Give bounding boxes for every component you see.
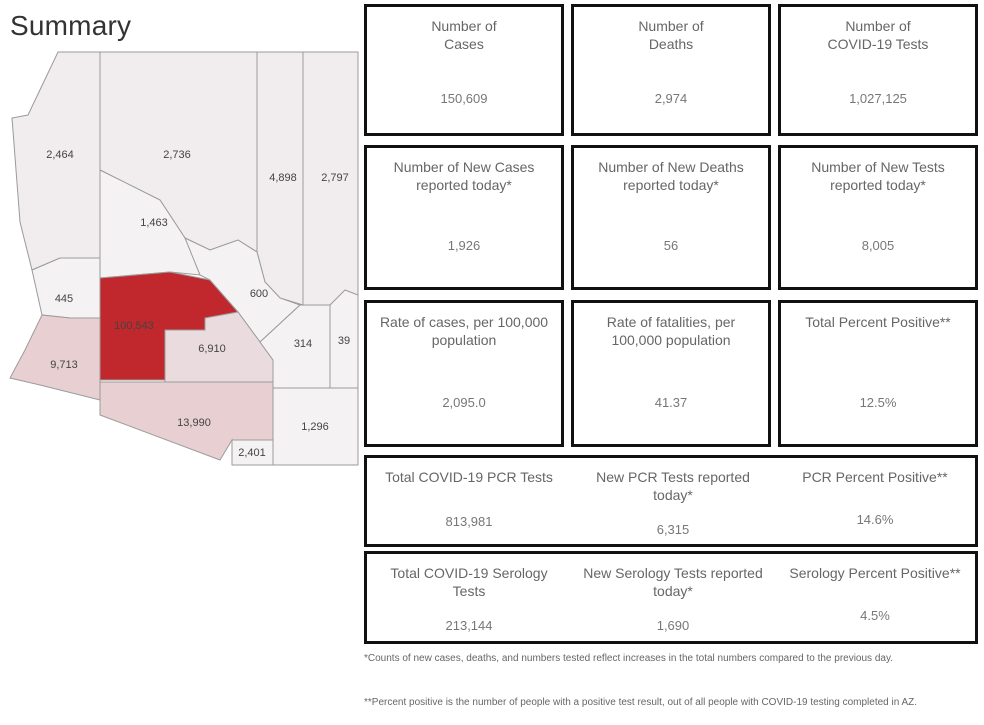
serology-card[interactable]: Total COVID-19 Serology Tests 213,144 Ne… — [364, 551, 978, 644]
new-tests-label: Number of New Tests reported today* — [811, 159, 945, 193]
county-gila[interactable] — [184, 236, 301, 343]
county-label-gila: 600 — [250, 288, 268, 300]
county-label-la-paz: 445 — [55, 293, 73, 305]
fatality-rate-card[interactable]: Rate of fatalities, per 100,000 populati… — [571, 300, 771, 447]
percent-positive-value: 12.5% — [859, 395, 897, 410]
new-cases-label: Number of New Cases reported today* — [393, 159, 535, 193]
pcr-new-label: New PCR Tests reported today* — [596, 469, 750, 503]
pcr-total-col: Total COVID-19 PCR Tests 813,981 — [367, 458, 571, 544]
fatality-rate-value: 41.37 — [654, 395, 688, 410]
case-rate-card[interactable]: Rate of cases, per 100,000 population 2,… — [364, 300, 564, 447]
county-la-paz[interactable] — [31, 257, 101, 319]
serology-percent-label: Serology Percent Positive** — [789, 565, 961, 581]
serology-percent-col: Serology Percent Positive** 4.5% — [775, 554, 975, 641]
percent-positive-label: Total Percent Positive** — [805, 314, 951, 330]
pcr-total-value: 813,981 — [445, 514, 493, 529]
county-label-maricopa: 100,543 — [114, 320, 154, 332]
county-label-pinal: 6,910 — [198, 343, 226, 355]
serology-new-value: 1,690 — [656, 618, 690, 633]
pcr-percent-label: PCR Percent Positive** — [802, 469, 948, 485]
county-greenlee[interactable] — [329, 289, 359, 389]
new-cases-value: 1,926 — [447, 238, 481, 253]
serology-total-label: Total COVID-19 Serology Tests — [390, 565, 548, 599]
pcr-card[interactable]: Total COVID-19 PCR Tests 813,981 New PCR… — [364, 455, 978, 547]
serology-new-label: New Serology Tests reported today* — [583, 565, 763, 599]
case-rate-value: 2,095.0 — [442, 395, 486, 410]
cases-card[interactable]: Number of Cases 150,609 — [364, 4, 564, 136]
county-map: 2,464 2,736 1,463 4,898 2,797 445 100,54… — [9, 51, 359, 466]
county-cochise[interactable] — [272, 387, 359, 466]
percent-positive-card[interactable]: Total Percent Positive** 12.5% — [778, 300, 978, 447]
fatality-rate-label: Rate of fatalities, per 100,000 populati… — [606, 314, 736, 348]
new-tests-card[interactable]: Number of New Tests reported today* 8,00… — [778, 145, 978, 290]
new-deaths-value: 56 — [663, 238, 679, 253]
case-rate-label: Rate of cases, per 100,000 population — [379, 314, 549, 348]
footnote-new-counts: *Counts of new cases, deaths, and number… — [364, 653, 893, 664]
serology-percent-value: 4.5% — [860, 608, 890, 623]
county-label-graham: 314 — [294, 338, 312, 350]
deaths-label: Number of Deaths — [638, 18, 704, 52]
county-yuma[interactable] — [9, 314, 101, 401]
pcr-percent-col: PCR Percent Positive** 14.6% — [775, 458, 975, 544]
county-label-pima: 13,990 — [177, 417, 211, 429]
new-deaths-label: Number of New Deaths reported today* — [598, 159, 744, 193]
new-tests-value: 8,005 — [861, 238, 895, 253]
county-label-greenlee: 39 — [338, 335, 350, 347]
county-label-coconino: 2,736 — [163, 149, 191, 161]
cases-label: Number of Cases — [431, 18, 497, 52]
pcr-percent-value: 14.6% — [856, 512, 894, 527]
tests-label: Number of COVID-19 Tests — [827, 18, 929, 52]
deaths-value: 2,974 — [654, 91, 688, 106]
county-labels: 2,464 2,736 1,463 4,898 2,797 445 100,54… — [46, 149, 350, 459]
county-mohave[interactable] — [11, 51, 101, 271]
page-title: Summary — [10, 10, 132, 41]
deaths-card[interactable]: Number of Deaths 2,974 — [571, 4, 771, 136]
county-label-yuma: 9,713 — [50, 359, 78, 371]
county-shapes — [9, 51, 359, 466]
new-cases-card[interactable]: Number of New Cases reported today* 1,92… — [364, 145, 564, 290]
county-label-cochise: 1,296 — [301, 421, 329, 433]
tests-value: 1,027,125 — [849, 91, 907, 106]
footnote-percent-positive: **Percent positive is the number of peop… — [364, 697, 918, 708]
serology-total-col: Total COVID-19 Serology Tests 213,144 — [367, 554, 571, 641]
pcr-total-label: Total COVID-19 PCR Tests — [385, 469, 553, 485]
county-label-santa-cruz: 2,401 — [238, 447, 266, 459]
new-deaths-card[interactable]: Number of New Deaths reported today* 56 — [571, 145, 771, 290]
county-label-apache: 2,797 — [321, 172, 349, 184]
serology-new-col: New Serology Tests reported today* 1,690 — [571, 554, 775, 641]
county-label-yavapai: 1,463 — [140, 217, 168, 229]
pcr-new-value: 6,315 — [656, 522, 690, 537]
cases-value: 150,609 — [440, 91, 488, 106]
tests-card[interactable]: Number of COVID-19 Tests 1,027,125 — [778, 4, 978, 136]
serology-total-value: 213,144 — [445, 618, 493, 633]
county-label-mohave: 2,464 — [46, 149, 74, 161]
county-label-navajo: 4,898 — [269, 172, 297, 184]
pcr-new-col: New PCR Tests reported today* 6,315 — [571, 458, 775, 544]
